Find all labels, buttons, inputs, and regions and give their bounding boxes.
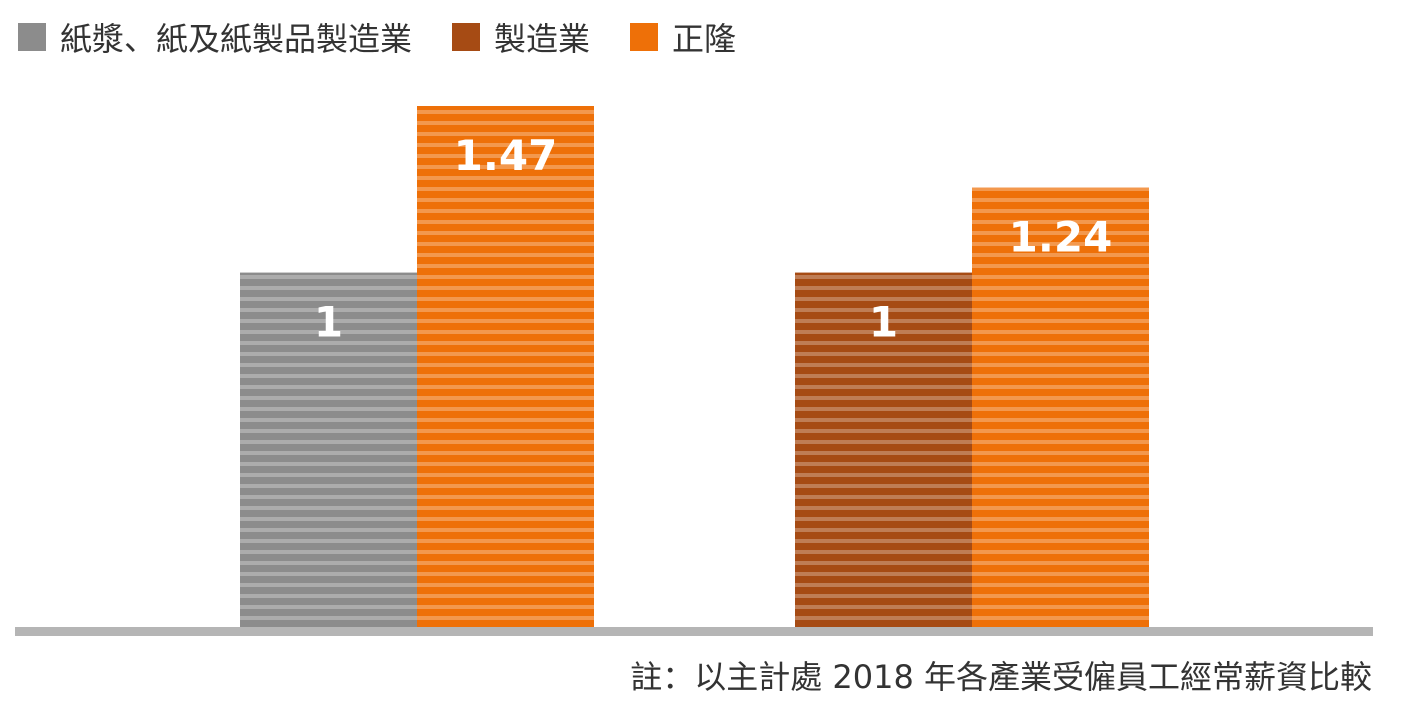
bar-stripe-overlay-group1-bar1 [240, 272, 417, 627]
legend-item-pulp-paper-industry: 紙漿、紙及紙製品製造業 [18, 14, 412, 60]
legend-item-manufacturing: 製造業 [452, 14, 590, 60]
x-axis-baseline [15, 627, 1373, 636]
legend-label-cheng-loong: 正隆 [672, 20, 737, 58]
bar-stripe-overlay-group2-bar2 [972, 187, 1149, 627]
legend-swatch-pulp-paper-industry [18, 23, 46, 51]
data-label-group2-bar1: 1 [869, 298, 898, 347]
data-label-group2-bar2: 1.24 [1009, 213, 1113, 262]
data-label-group1-bar2: 1.47 [454, 131, 558, 180]
legend-item-cheng-loong: 正隆 [630, 14, 736, 60]
data-label-group1-bar1: 1 [314, 298, 343, 347]
legend-label-manufacturing: 製造業 [494, 20, 591, 58]
legend: 紙漿、紙及紙製品製造業 製造業 正隆 [18, 14, 776, 60]
bar-stripe-overlay-group2-bar1 [795, 272, 972, 627]
legend-swatch-cheng-loong [630, 23, 659, 51]
bar-stripe-overlay-group1-bar2 [417, 106, 594, 627]
footnote: 註：以主計處 2018 年各產業受僱員工經常薪資比較 [630, 658, 1372, 696]
legend-label-pulp-paper-industry: 紙漿、紙及紙製品製造業 [60, 20, 413, 58]
legend-swatch-manufacturing [452, 23, 481, 51]
